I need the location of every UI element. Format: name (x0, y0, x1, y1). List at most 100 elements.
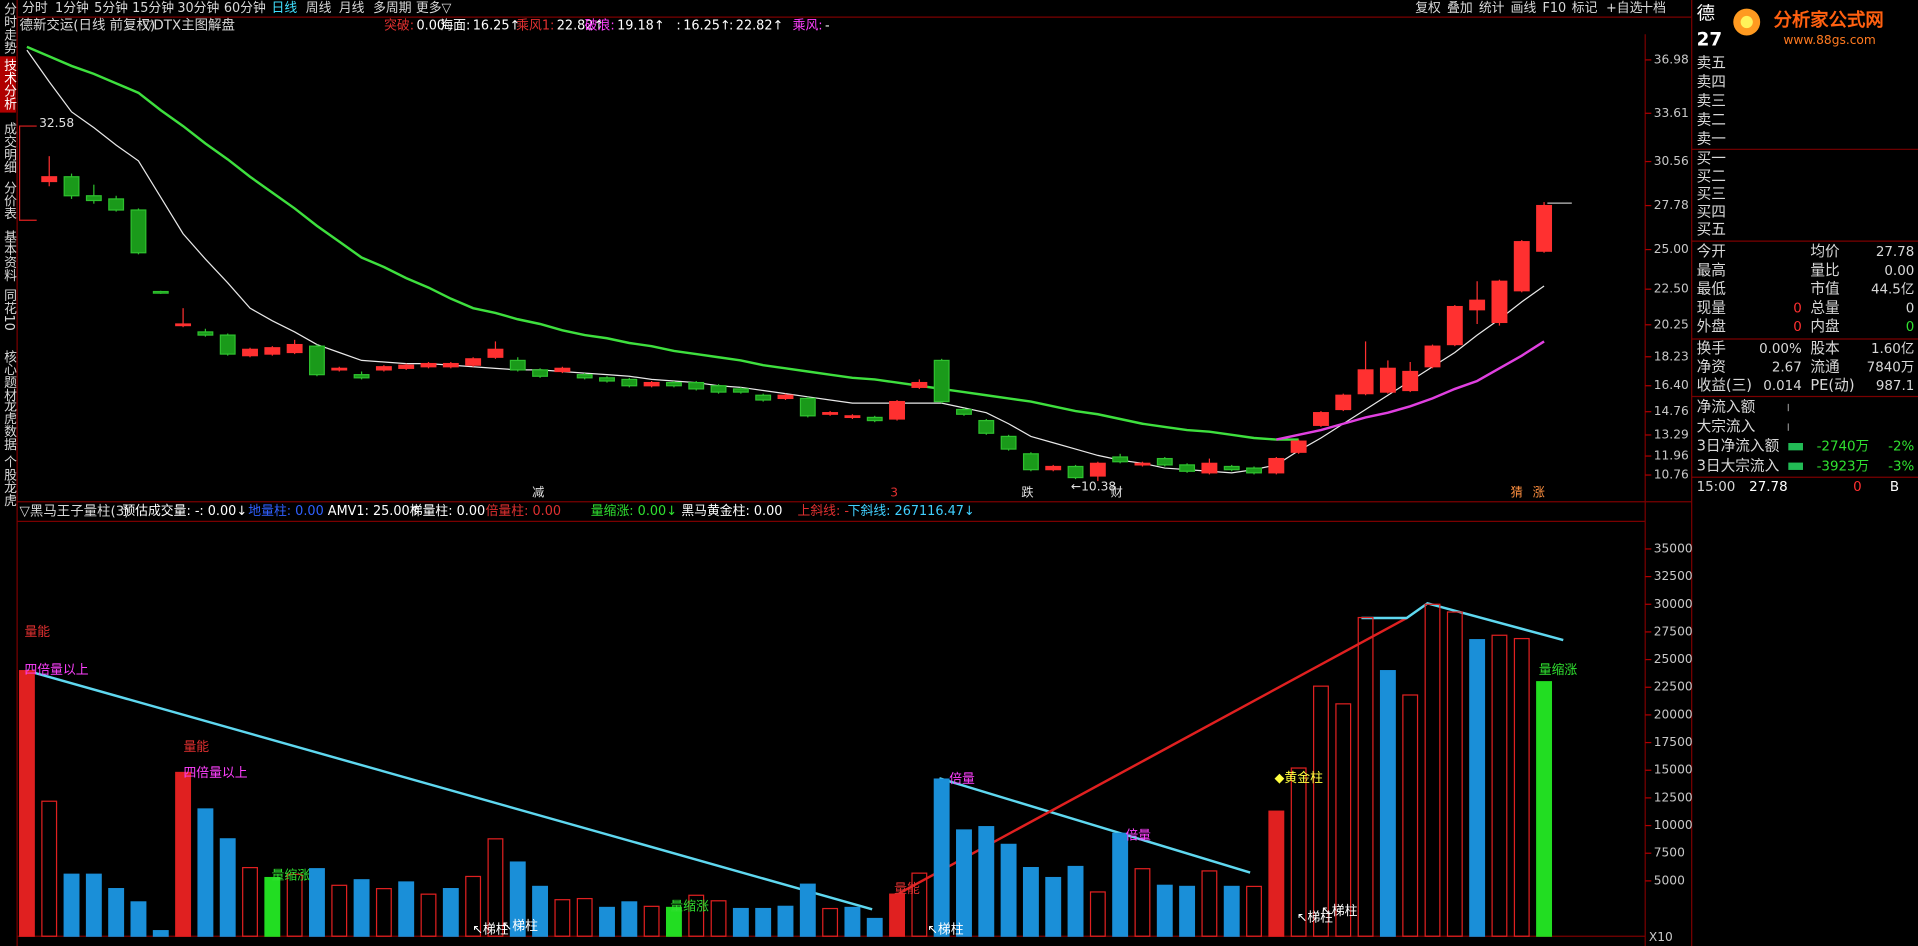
field-value: 0.00 (417, 18, 446, 33)
candle-body (799, 397, 816, 417)
stat-label: 今开 (1697, 243, 1726, 260)
menu-item[interactable]: 多周期 (373, 1, 411, 16)
menu-item[interactable]: 15分钟 (132, 0, 174, 16)
stat-label: 最高 (1697, 262, 1726, 279)
toolbar-button[interactable]: F10 (1542, 1, 1566, 16)
toolbar-button[interactable]: 标记 (1572, 1, 1598, 16)
stat-value: 1.60亿 (1871, 341, 1914, 357)
candle-body (398, 364, 415, 369)
sidebar-tab[interactable]: 个股龙虎 (1, 455, 16, 508)
volume-bar (889, 893, 905, 937)
candle-body (911, 381, 928, 388)
volume-note: 倍量 (1125, 828, 1151, 843)
volume-note: 量缩涨 (1539, 662, 1578, 678)
menu-item[interactable]: 月线 (339, 1, 365, 16)
volume-bar (1491, 634, 1508, 937)
candle-body (1045, 465, 1062, 471)
stock-price: 27 (1697, 29, 1723, 50)
indicator-field: 破浪: 19.18↑ (585, 18, 665, 33)
sidebar-tab[interactable]: 基本资料 (1, 230, 16, 282)
candle-body (1223, 465, 1240, 471)
menu-item[interactable]: 周线 (306, 1, 332, 16)
stat-label: 最低 (1697, 281, 1727, 298)
stat-value: 987.1 (1876, 379, 1914, 394)
candle-body (108, 198, 125, 211)
logo-icon (1740, 15, 1753, 29)
candle-body (264, 347, 281, 355)
sidebar-tab[interactable]: 分价表 (1, 181, 16, 220)
volume-bar (554, 899, 571, 937)
sidebar-tab[interactable]: 成交明细 (1, 122, 16, 174)
toolbar-button[interactable]: +自选 (1606, 1, 1643, 16)
indicator-field: 地量柱: 0.00 (248, 504, 323, 519)
menu-item[interactable]: 日线 (272, 1, 298, 16)
y-tick-label: 33.61 (1654, 106, 1689, 120)
menu-item[interactable]: 分时 (22, 1, 48, 16)
menu-item[interactable]: 30分钟 (177, 0, 219, 16)
trade-tick: 15:00 (1697, 480, 1736, 495)
volume-bar (1179, 885, 1196, 937)
indicator-field: 预估成交量: - (122, 503, 199, 519)
volume-note: 倍量 (949, 772, 975, 787)
trend-line (939, 777, 1251, 874)
toolbar-button[interactable]: 叠加 (1447, 1, 1473, 16)
indicator-field: 下斜线: 267116.47↓ (848, 504, 975, 519)
volume-bar (420, 893, 437, 937)
candle-body (130, 209, 147, 254)
sidebar-tab[interactable]: 龙虎数据 (1, 399, 16, 451)
volume-note: ↖梯柱 (927, 923, 964, 938)
toolbar-button[interactable]: 复权 (1415, 0, 1441, 16)
volume-bar (1045, 876, 1062, 937)
candle-body (777, 394, 794, 400)
volume-bar (465, 875, 482, 937)
stat-label: 收益(三) (1697, 377, 1752, 394)
candle-body (532, 369, 549, 377)
candle-body (1424, 345, 1441, 368)
sidebar-tab[interactable]: 技术分析 (1, 59, 16, 111)
sidebar-tab[interactable]: 核心题材 (1, 350, 16, 402)
ask-level: 卖三 (1697, 93, 1726, 110)
ask-level: 卖四 (1697, 74, 1726, 91)
volume-bar (1201, 870, 1218, 937)
field-label: : (729, 18, 733, 33)
sidebar-tab[interactable]: 同花10 (1, 289, 16, 331)
toolbar-button[interactable]: 画线 (1511, 1, 1537, 16)
bid-level: 买三 (1697, 186, 1726, 203)
y-tick-label: 27500 (1654, 624, 1693, 638)
toolbar-button[interactable]: 统计 (1479, 1, 1505, 16)
candle-body (1067, 465, 1084, 479)
volume-bar (1268, 810, 1285, 937)
menu-item[interactable]: 更多▽ (416, 1, 452, 16)
y-tick-label: 5000 (1654, 873, 1685, 887)
volume-bar (331, 884, 348, 937)
candle-body (509, 359, 526, 371)
stat-value: 0 (1793, 301, 1802, 316)
volume-bar (1313, 685, 1329, 937)
candle-body (420, 362, 437, 368)
volume-bar (933, 778, 950, 937)
toolbar-button[interactable]: 十档 (1640, 1, 1666, 16)
signal-label: 3 (890, 486, 898, 500)
indicator-field: : 0.00↓ (199, 504, 247, 519)
menu-item[interactable]: 60分钟 (224, 0, 266, 16)
indicator-field: 上斜线: - (798, 504, 850, 519)
sidebar-tab[interactable]: 分时走势 (1, 2, 16, 55)
candle-body (1089, 462, 1106, 477)
volume-bar (1469, 639, 1486, 937)
volume-bar (844, 906, 861, 937)
flow-bar (1788, 462, 1803, 470)
field-value: - (825, 18, 830, 33)
ask-level: 卖一 (1697, 131, 1727, 148)
volume-bar (710, 900, 727, 937)
menu-item[interactable]: 1分钟 (55, 0, 89, 16)
trend-line (1361, 602, 1564, 642)
field-label: 破浪: (585, 18, 615, 33)
y-tick-label: 22.50 (1654, 282, 1689, 296)
volume-bar (509, 861, 526, 937)
volume-note: 量能 (24, 625, 50, 640)
volume-bar (353, 879, 370, 937)
volume-note: ↖梯柱 (502, 919, 539, 934)
stat-label: 市值 (1810, 281, 1840, 298)
menu-item[interactable]: 5分钟 (94, 0, 128, 16)
